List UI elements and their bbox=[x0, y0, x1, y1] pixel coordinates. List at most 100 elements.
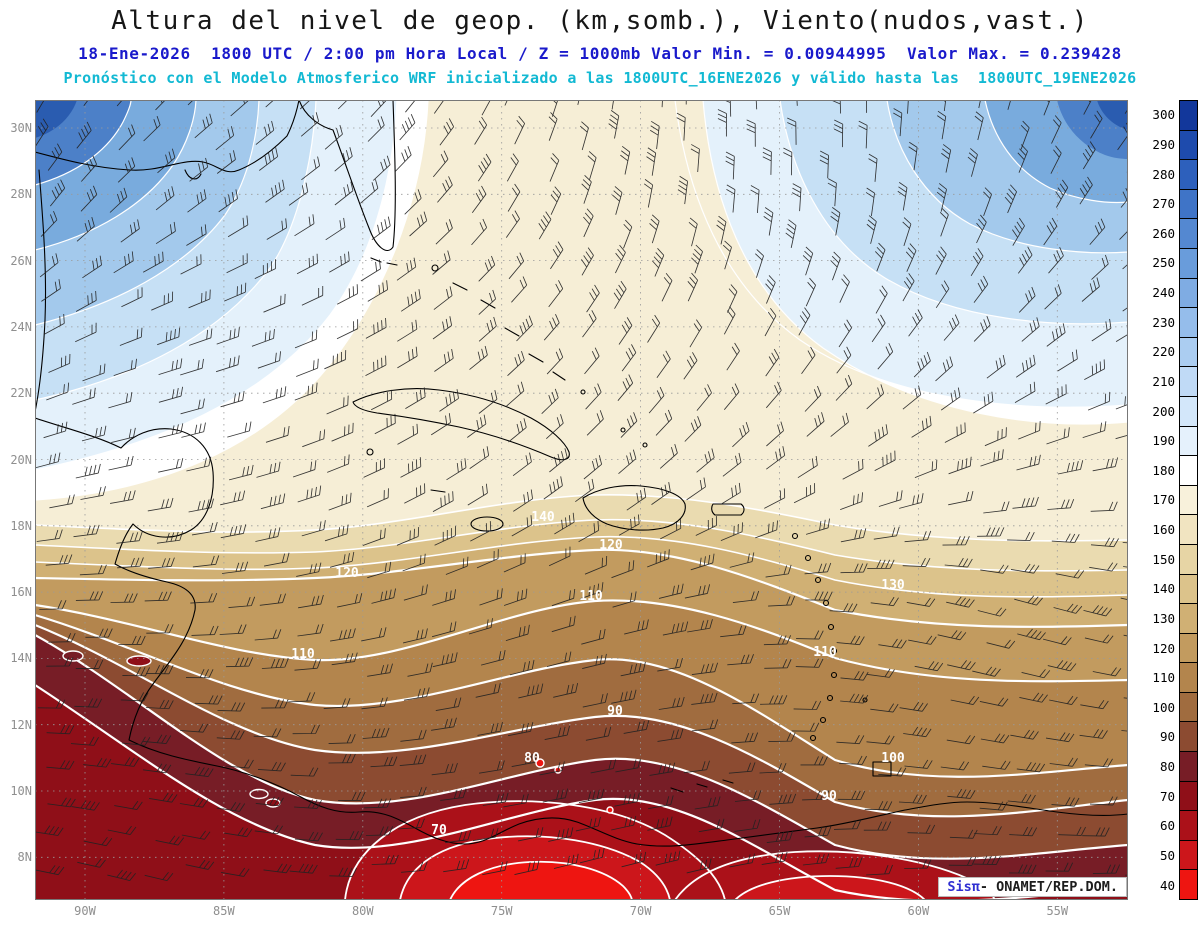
colorbar-swatch bbox=[1180, 189, 1197, 220]
lat-tick-label: 10N bbox=[10, 784, 32, 798]
colorbar-level-label: 60 bbox=[1159, 818, 1175, 834]
colorbar-level-label: 140 bbox=[1152, 581, 1175, 597]
watermark-credit: - ONAMET/REP.DOM. bbox=[979, 879, 1118, 895]
map-frame bbox=[35, 100, 1128, 900]
lon-tick-label: 55W bbox=[1046, 904, 1069, 918]
colorbar-swatch bbox=[1180, 692, 1197, 723]
lat-tick-label: 26N bbox=[10, 253, 32, 268]
coastline-lesser-antilles bbox=[791, 532, 868, 742]
gridlines-layer bbox=[35, 100, 1128, 900]
colorbar-level-label: 250 bbox=[1152, 255, 1175, 271]
colorbar-swatch bbox=[1180, 248, 1197, 279]
contour-label: 120 bbox=[599, 538, 623, 553]
colorbar-swatch bbox=[1180, 160, 1197, 190]
contour-label: 100 bbox=[881, 751, 905, 766]
lat-tick-label: 8N bbox=[17, 850, 32, 865]
contour-label: 140 bbox=[531, 510, 555, 525]
colorbar-level-label: 300 bbox=[1152, 107, 1175, 123]
coastline-abc-islands bbox=[670, 779, 734, 793]
colorbar-swatch bbox=[1180, 367, 1197, 397]
colorbar-swatch bbox=[1180, 633, 1197, 664]
watermark: Sisπ- ONAMET/REP.DOM. bbox=[938, 877, 1127, 897]
contour-label: 80 bbox=[524, 751, 540, 766]
colorbar-level-label: 90 bbox=[1159, 729, 1175, 745]
colorbar-swatch bbox=[1180, 544, 1197, 575]
lon-tick-label: 65W bbox=[768, 904, 791, 918]
colorbar-swatch bbox=[1180, 101, 1197, 131]
lat-tick-label: 22N bbox=[10, 386, 32, 401]
coastline-florida bbox=[298, 100, 396, 252]
coastline-yucatan-central-south-america bbox=[35, 417, 1128, 847]
colorbar-swatch bbox=[1180, 308, 1197, 338]
colorbar-level-label: 150 bbox=[1152, 551, 1175, 567]
contour-label: 110 bbox=[579, 589, 603, 604]
lat-tick-label: 12N bbox=[10, 717, 32, 732]
colorbar-level-label: 180 bbox=[1152, 462, 1175, 478]
colorbar-swatch bbox=[1180, 840, 1197, 871]
lon-tick-label: 90W bbox=[74, 904, 96, 918]
contour-label: 110 bbox=[291, 647, 315, 662]
contour-label: 70 bbox=[431, 823, 447, 838]
lon-tick-label: 75W bbox=[490, 904, 513, 918]
colorbar-level-label: 260 bbox=[1152, 225, 1175, 241]
contour-label: 130 bbox=[881, 578, 905, 593]
watermark-brand: Sisπ bbox=[947, 879, 980, 895]
contour-label: 110 bbox=[813, 645, 837, 660]
contour-label: 90 bbox=[821, 789, 837, 804]
lat-tick-label: 30N bbox=[10, 121, 32, 135]
colorbar-level-label: 40 bbox=[1159, 877, 1175, 893]
colorbar-swatch bbox=[1180, 663, 1197, 693]
lon-tick-label: 60W bbox=[907, 904, 930, 918]
colorbar-level-label: 190 bbox=[1152, 433, 1175, 449]
coastline-hispaniola bbox=[582, 485, 686, 531]
colorbar-swatch bbox=[1180, 752, 1197, 782]
colorbar-swatch bbox=[1180, 337, 1197, 368]
lon-tick-label: 80W bbox=[351, 904, 374, 918]
colorbar-swatch bbox=[1180, 604, 1197, 634]
contour-label: 120 bbox=[335, 566, 359, 581]
lat-tick-label: 24N bbox=[10, 319, 32, 334]
coastline-mexico-east bbox=[35, 169, 47, 413]
colorbar-swatch bbox=[1180, 219, 1197, 249]
colorbar-level-label: 170 bbox=[1152, 492, 1175, 508]
colorbar-swatch bbox=[1180, 574, 1197, 605]
colorbar-swatch bbox=[1180, 396, 1197, 427]
coastline-us-gulf bbox=[35, 100, 300, 173]
colorbar-level-label: 100 bbox=[1152, 699, 1175, 715]
model-info-line: Pronóstico con el Modelo Atmosferico WRF… bbox=[63, 69, 1137, 87]
colorbar-level-label: 80 bbox=[1159, 759, 1175, 775]
colorbar-labels: 300 290 280 270 260 250 240 230 220 210 200 190 180 1… bbox=[1146, 100, 1179, 900]
lon-tick-label: 85W bbox=[213, 904, 235, 918]
colorbar-level-label: 160 bbox=[1152, 522, 1175, 538]
lat-tick-label: 20N bbox=[10, 452, 32, 467]
forecast-map: 140 130 120 120 110 110 110 100 90 90 80 70 bbox=[35, 100, 1128, 900]
colorbar-level-label: 280 bbox=[1152, 166, 1175, 182]
colorbar-swatch bbox=[1180, 811, 1197, 841]
colorbar-level-label: 130 bbox=[1152, 610, 1175, 626]
colorbar-swatch bbox=[1180, 722, 1197, 753]
colorbar-level-label: 240 bbox=[1152, 285, 1175, 301]
coastlines-layer bbox=[35, 100, 1128, 847]
lat-tick-label: 16N bbox=[10, 585, 32, 600]
colorbar-swatch bbox=[1180, 870, 1197, 900]
colorbar-level-label: 200 bbox=[1152, 403, 1175, 419]
lat-tick-label: 18N bbox=[10, 518, 32, 533]
lat-tick-label: 14N bbox=[10, 651, 32, 666]
coastline-puerto-rico bbox=[711, 503, 745, 516]
contour-labels-layer: 140 130 120 120 110 110 110 100 90 90 80 70 bbox=[291, 510, 905, 838]
colorbar-level-label: 270 bbox=[1152, 196, 1175, 212]
coastline-bahamas bbox=[431, 264, 648, 448]
colorbar-level-label: 50 bbox=[1159, 847, 1175, 863]
colorbar-swatch bbox=[1180, 515, 1197, 545]
colorbar-strip bbox=[1179, 100, 1198, 900]
colorbar-level-label: 220 bbox=[1152, 344, 1175, 360]
colorbar-swatch bbox=[1180, 130, 1197, 161]
colorbar-level-label: 110 bbox=[1152, 670, 1175, 686]
colorbar-level-label: 70 bbox=[1159, 788, 1175, 804]
page-title: Altura del nivel de geop. (km,somb.), Vi… bbox=[111, 6, 1089, 36]
colorbar-swatch bbox=[1180, 278, 1197, 309]
wind-barbs-layer bbox=[35, 100, 1128, 882]
colorbar: 300 290 280 270 260 250 240 230 220 210 200 190 180 1… bbox=[1146, 100, 1198, 900]
colorbar-swatch bbox=[1180, 456, 1197, 486]
